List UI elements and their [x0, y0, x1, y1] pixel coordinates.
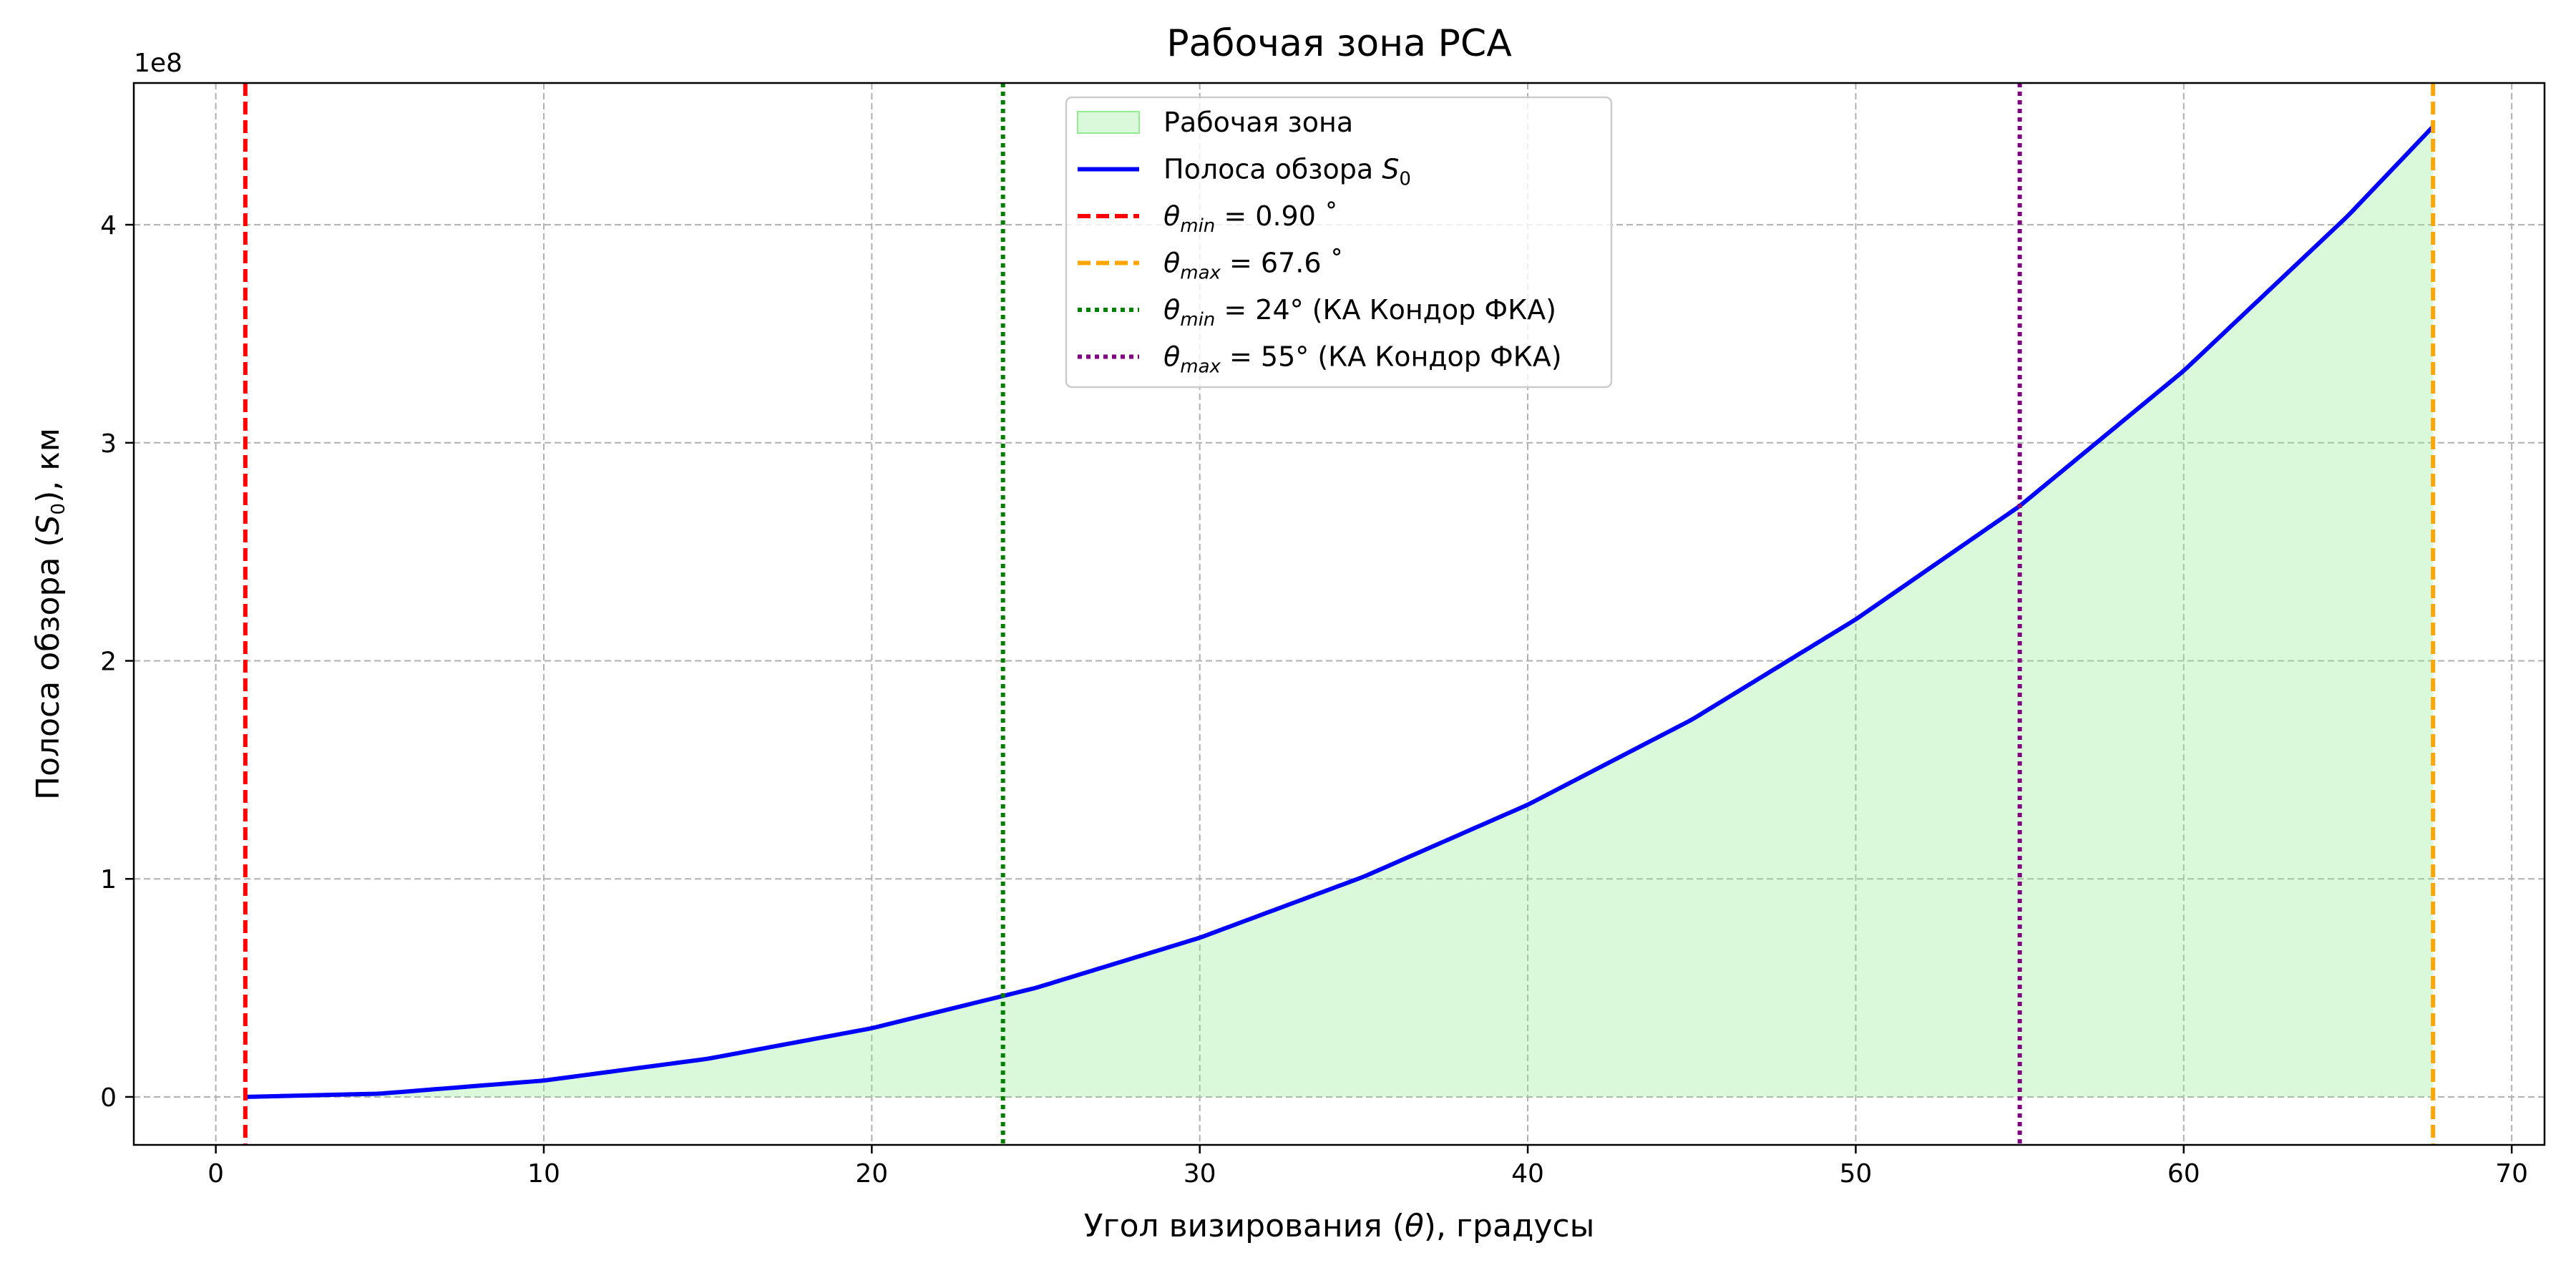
- x-axis-label-symbol: θ: [1405, 1208, 1424, 1244]
- y-tick-label: 3: [100, 429, 117, 459]
- legend-label: θmax = 55° (КА Кондор ФКА): [1163, 341, 1562, 378]
- chart-title: Рабочая зона РСА: [1166, 22, 1512, 65]
- x-tick-label: 40: [1511, 1159, 1544, 1189]
- swath-curve: [245, 125, 2435, 1099]
- working-zone-fill: [245, 126, 2434, 1097]
- y-tick-label: 1: [100, 865, 117, 894]
- x-axis-label-part: ), градусы: [1424, 1208, 1595, 1244]
- x-tick-label: 30: [1184, 1159, 1216, 1189]
- x-tick-label: 10: [527, 1159, 560, 1189]
- y-tick-label: 4: [100, 211, 117, 240]
- x-tick-label: 50: [1840, 1159, 1873, 1189]
- y-axis-label-subscript: 0: [48, 503, 69, 515]
- legend-label: Рабочая зона: [1163, 107, 1353, 138]
- x-tick-label: 20: [855, 1159, 888, 1189]
- x-tick-label: 60: [2167, 1159, 2200, 1189]
- legend-label: θmin = 0.90 ˚: [1163, 200, 1338, 237]
- x-axis-label-part: Угол визирования (: [1084, 1208, 1405, 1244]
- fill-area: [245, 126, 2434, 1097]
- x-axis-ticks: 0 10 20 30 40 50 60 70: [208, 1145, 2528, 1189]
- y-axis-label: Полоса обзора (S0), км: [30, 428, 69, 800]
- reference-lines: [243, 83, 2436, 1145]
- series-line: [245, 125, 2435, 1099]
- plot-frame: [132, 82, 2546, 1146]
- y-axis-label-part: ), км: [30, 428, 67, 503]
- legend-label: θmax = 67.6 ˚: [1163, 248, 1344, 284]
- y-axis-label-part: Полоса обзора (: [30, 535, 67, 800]
- y-axis-ticks: 0 1 2 3 4: [100, 211, 134, 1113]
- x-tick-label: 70: [2495, 1159, 2528, 1189]
- y-tick-label: 0: [100, 1083, 117, 1113]
- legend-label: Полоса обзора S0: [1163, 154, 1411, 190]
- legend-handle: [1077, 111, 1140, 134]
- y-offset-text: 1e8: [134, 49, 182, 78]
- y-tick-label: 2: [100, 648, 117, 677]
- x-tick-label: 0: [208, 1159, 224, 1189]
- legend-box: [1065, 96, 1613, 389]
- x-axis-label: Угол визирования (θ), градусы: [1084, 1208, 1595, 1244]
- legend-label: θmin = 24° (КА Кондор ФКА): [1163, 294, 1556, 331]
- legend: Рабочая зона Полоса обзора S0 θmin = 0.90 …: [1065, 96, 1613, 389]
- y-axis-label-symbol: S: [30, 514, 67, 535]
